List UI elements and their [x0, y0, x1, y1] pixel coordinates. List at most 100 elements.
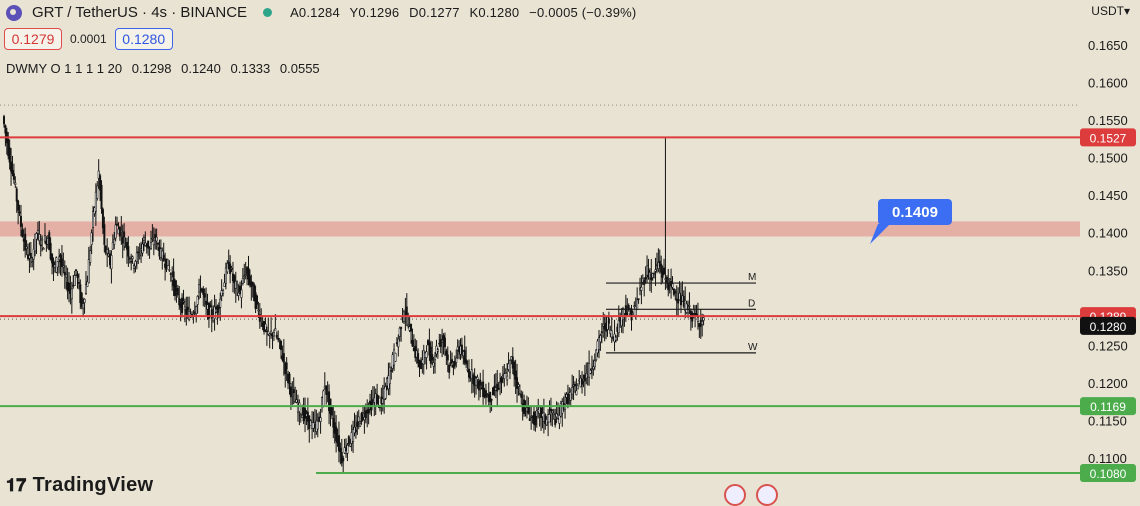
candle[interactable] — [80, 292, 83, 308]
candle[interactable] — [131, 256, 134, 259]
candle[interactable] — [445, 350, 448, 356]
candle[interactable] — [24, 233, 27, 251]
candle[interactable] — [240, 289, 243, 298]
candle[interactable] — [41, 238, 44, 241]
candle[interactable] — [448, 364, 451, 373]
candle[interactable] — [660, 263, 663, 273]
candle[interactable] — [520, 393, 523, 398]
candle[interactable] — [198, 284, 201, 293]
resistance-zone[interactable] — [0, 221, 1080, 237]
candle[interactable] — [455, 357, 458, 363]
candle[interactable] — [62, 265, 65, 268]
candle[interactable] — [637, 298, 640, 300]
candle[interactable] — [212, 317, 215, 322]
candle[interactable] — [48, 232, 51, 251]
candle[interactable] — [506, 375, 509, 381]
candle[interactable] — [339, 447, 342, 453]
candle[interactable] — [219, 298, 222, 308]
candle[interactable] — [356, 421, 359, 427]
candle[interactable] — [239, 285, 242, 293]
candle[interactable] — [439, 339, 442, 347]
candle[interactable] — [176, 288, 179, 296]
candle[interactable] — [113, 238, 116, 245]
candle[interactable] — [644, 276, 647, 280]
candle[interactable] — [600, 331, 603, 333]
candle[interactable] — [589, 370, 592, 374]
candle[interactable] — [60, 258, 63, 267]
candle[interactable] — [687, 309, 690, 314]
candle[interactable] — [38, 234, 41, 241]
candle[interactable] — [86, 281, 89, 287]
candle[interactable] — [222, 290, 225, 295]
candle[interactable] — [116, 223, 119, 226]
candle[interactable] — [354, 429, 357, 433]
candle[interactable] — [203, 293, 206, 298]
candle[interactable] — [251, 281, 254, 286]
candle[interactable] — [210, 309, 213, 319]
candle[interactable] — [75, 269, 78, 271]
candle[interactable] — [497, 387, 500, 390]
candle[interactable] — [31, 261, 34, 263]
candle[interactable] — [325, 385, 328, 395]
candle[interactable] — [475, 377, 478, 386]
candle[interactable] — [83, 298, 86, 303]
candle[interactable] — [248, 275, 251, 286]
candle[interactable] — [123, 231, 126, 238]
candle[interactable] — [599, 335, 602, 343]
candle[interactable] — [100, 184, 103, 210]
candle[interactable] — [702, 317, 705, 321]
candle[interactable] — [76, 274, 79, 278]
candle[interactable] — [278, 339, 281, 341]
candle[interactable] — [566, 393, 569, 405]
candle[interactable] — [49, 242, 52, 260]
candle[interactable] — [452, 364, 455, 368]
candle[interactable] — [626, 312, 629, 315]
candle[interactable] — [25, 246, 28, 249]
candle[interactable] — [4, 125, 7, 134]
candle[interactable] — [411, 339, 414, 347]
candle[interactable] — [508, 359, 511, 373]
candle[interactable] — [337, 435, 340, 452]
candle[interactable] — [120, 230, 123, 233]
candle[interactable] — [376, 394, 379, 405]
candle[interactable] — [470, 369, 473, 379]
candle[interactable] — [56, 261, 59, 268]
candle[interactable] — [137, 251, 140, 254]
target-callout[interactable] — [878, 198, 952, 225]
candle[interactable] — [346, 444, 349, 454]
candle[interactable] — [432, 362, 435, 367]
candle[interactable] — [110, 255, 113, 270]
candle[interactable] — [94, 191, 97, 212]
candle[interactable] — [92, 211, 95, 228]
candle[interactable] — [330, 407, 333, 416]
candle[interactable] — [460, 344, 463, 355]
candle[interactable] — [592, 366, 595, 370]
candle[interactable] — [688, 305, 691, 307]
candle[interactable] — [551, 410, 554, 414]
candle[interactable] — [367, 409, 370, 413]
candle[interactable] — [70, 288, 73, 300]
candle[interactable] — [19, 216, 22, 227]
candle[interactable] — [128, 257, 131, 260]
candle[interactable] — [237, 292, 240, 296]
candle[interactable] — [322, 390, 325, 407]
candle[interactable] — [405, 306, 408, 317]
candle[interactable] — [701, 321, 704, 325]
candle[interactable] — [384, 386, 387, 399]
candle[interactable] — [82, 303, 85, 309]
candle[interactable] — [257, 309, 260, 312]
candle[interactable] — [155, 236, 158, 242]
candle[interactable] — [419, 360, 422, 370]
candle[interactable] — [73, 275, 76, 286]
candle[interactable] — [77, 281, 80, 284]
candle[interactable] — [352, 429, 355, 442]
candle[interactable] — [11, 169, 14, 174]
candle[interactable] — [552, 412, 555, 416]
candle[interactable] — [157, 242, 160, 245]
candle[interactable] — [359, 423, 362, 427]
candle[interactable] — [15, 188, 18, 202]
candle[interactable] — [514, 370, 517, 380]
event-flag-icon[interactable] — [724, 484, 746, 506]
candle[interactable] — [340, 452, 343, 464]
candle[interactable] — [216, 306, 219, 313]
